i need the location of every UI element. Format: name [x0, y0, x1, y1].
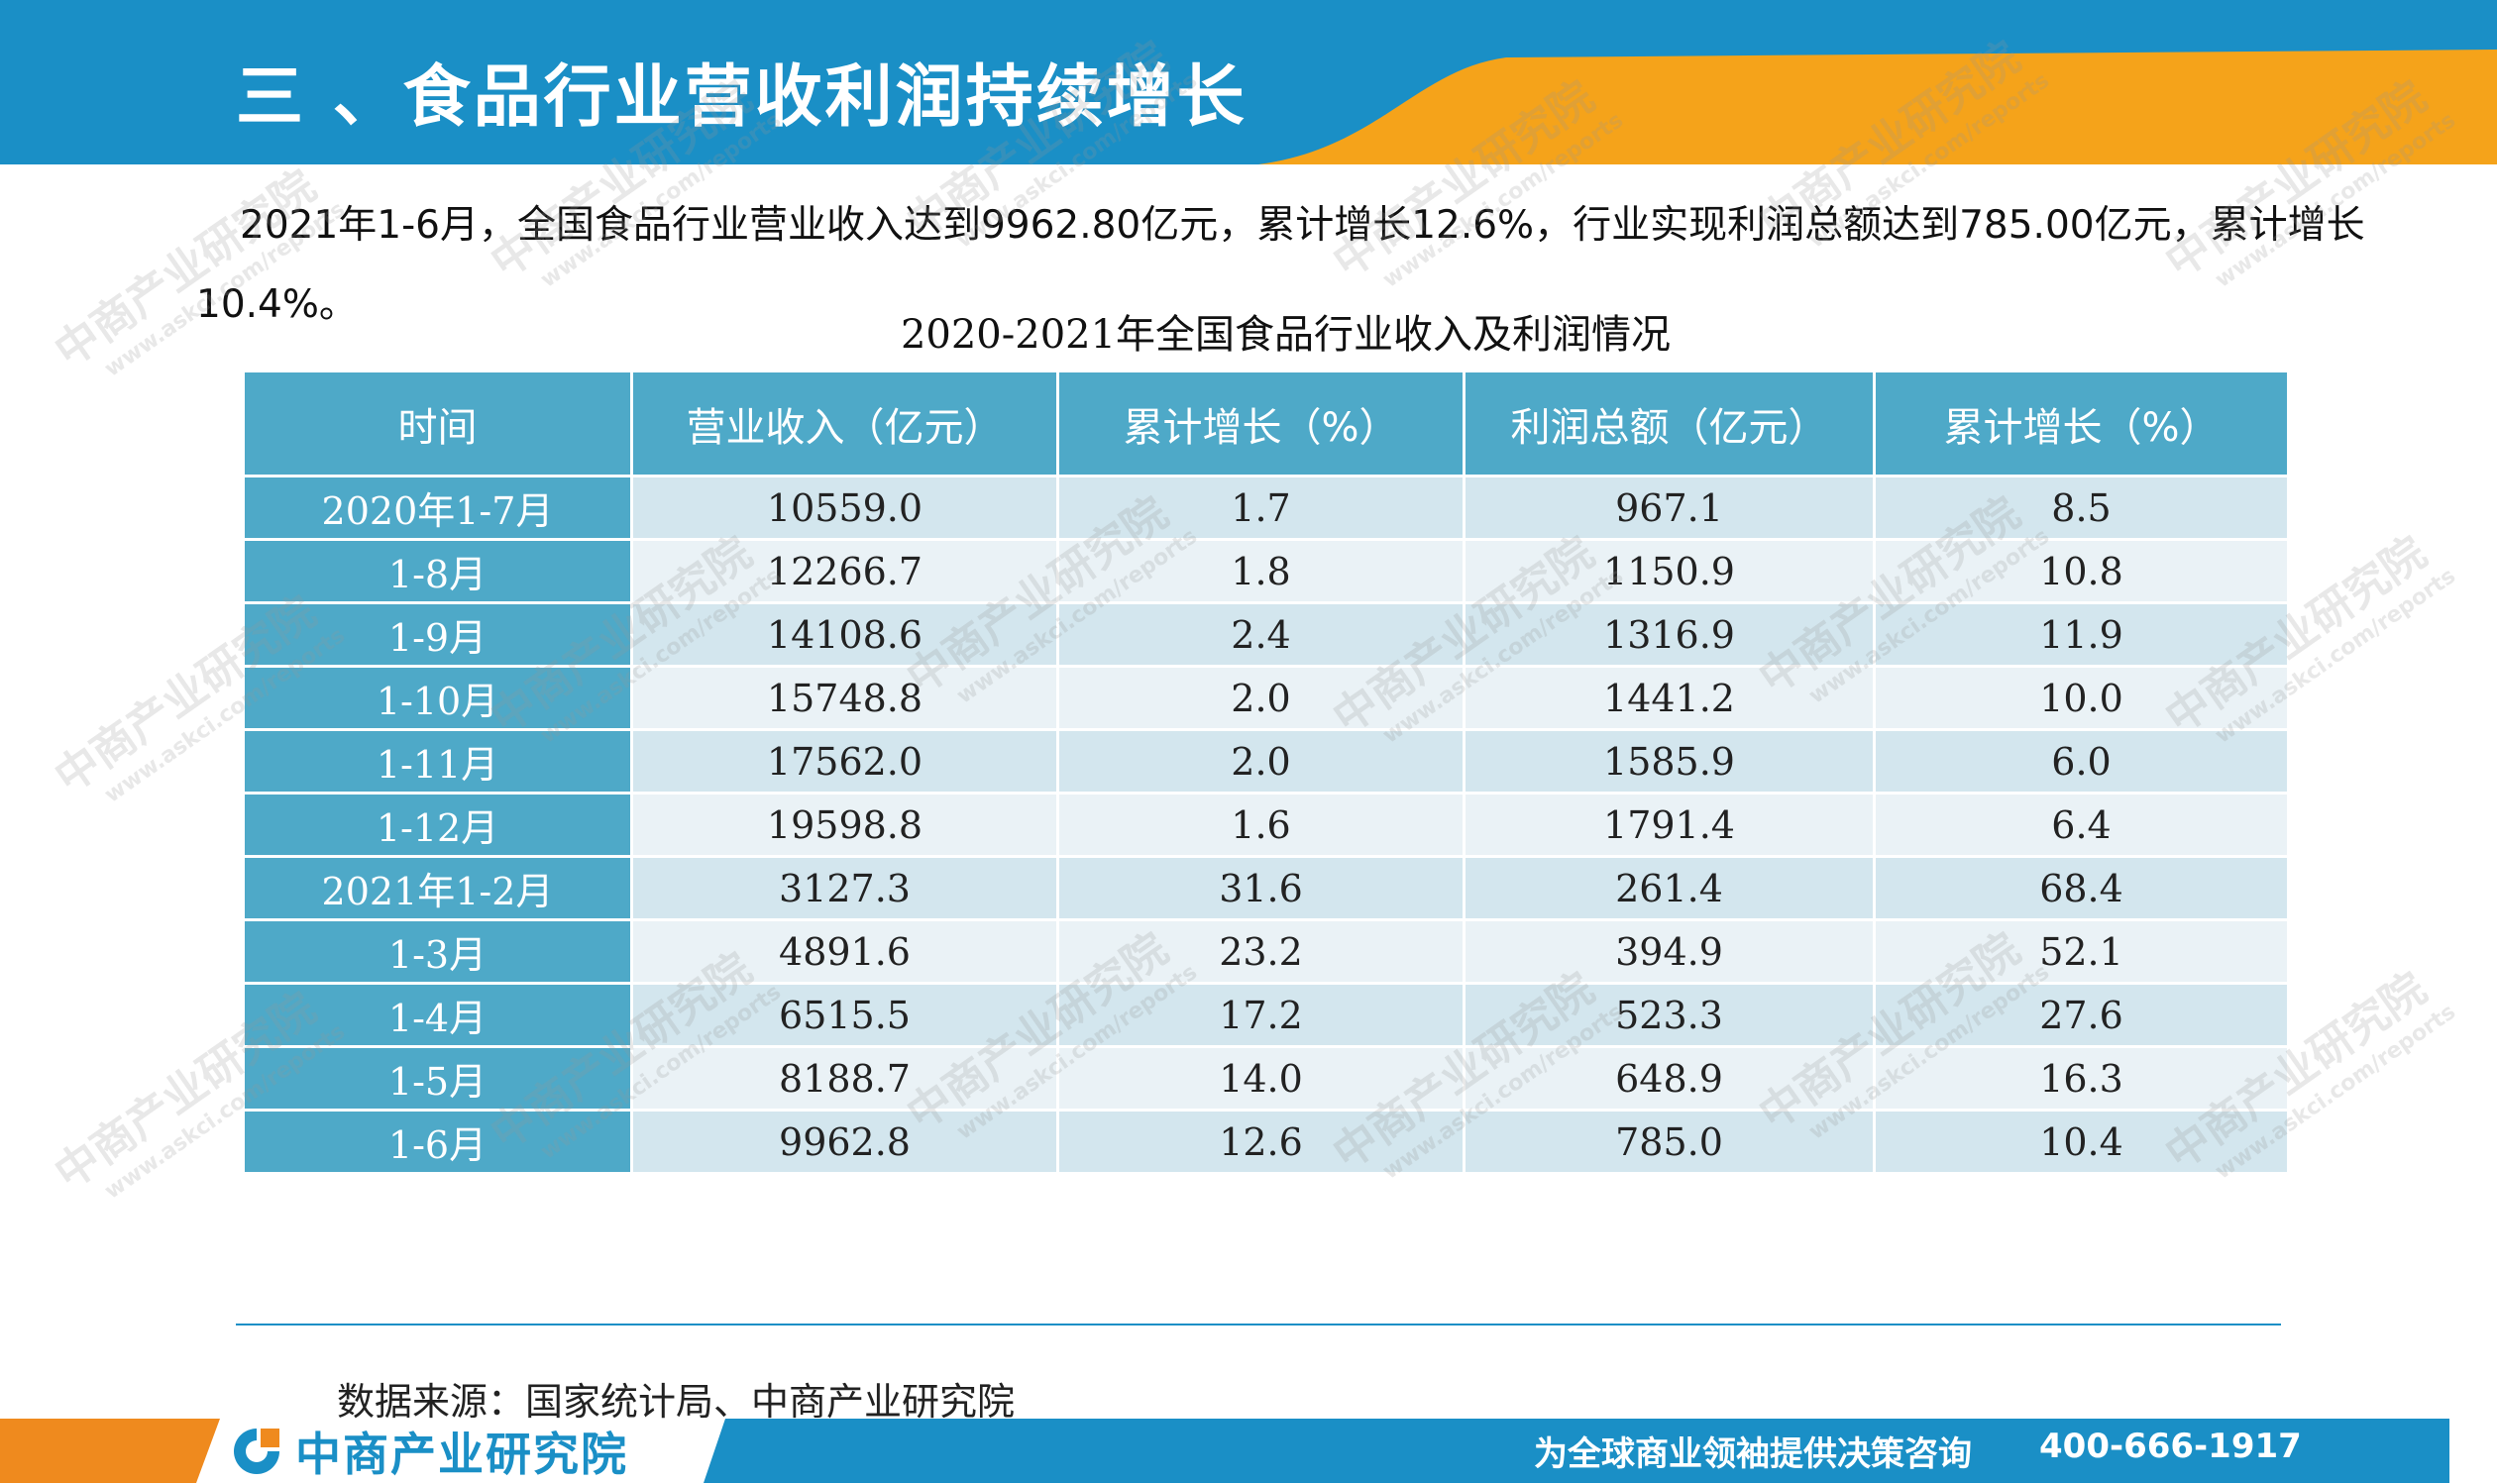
cell-profit-growth: 10.4 [1873, 1109, 2290, 1175]
cell-profit: 648.9 [1463, 1045, 1876, 1112]
cell-profit: 1316.9 [1463, 601, 1876, 668]
footer-slogan: 为全球商业领袖提供决策咨询 [1534, 1434, 1972, 1474]
header-revenue-growth: 累计增长（%） [1056, 370, 1466, 477]
cell-profit: 1791.4 [1463, 792, 1876, 858]
brand-logo-icon [234, 1429, 279, 1474]
cell-profit: 1441.2 [1463, 665, 1876, 731]
cell-revenue: 10559.0 [630, 475, 1059, 541]
cell-period: 1-9月 [242, 601, 633, 668]
cell-revenue: 15748.8 [630, 665, 1059, 731]
cell-profit-growth: 10.8 [1873, 538, 2290, 604]
cell-revenue: 19598.8 [630, 792, 1059, 858]
cell-profit: 1585.9 [1463, 728, 1876, 795]
cell-period: 1-11月 [242, 728, 633, 795]
cell-profit: 394.9 [1463, 918, 1876, 985]
cell-revenue-growth: 12.6 [1056, 1109, 1466, 1175]
cell-revenue-growth: 14.0 [1056, 1045, 1466, 1112]
table-row: 1-6月 9962.8 12.6 785.0 10.4 [242, 1109, 2290, 1175]
brand-logo-text: 中商产业研究院 [295, 1428, 628, 1481]
cell-period: 1-8月 [242, 538, 633, 604]
table-title: 2020-2021年全国食品行业收入及利润情况 [900, 312, 1672, 358]
cell-profit: 785.0 [1463, 1109, 1876, 1175]
cell-revenue: 4891.6 [630, 918, 1059, 985]
header-period: 时间 [242, 370, 633, 477]
cell-period: 1-3月 [242, 918, 633, 985]
cell-revenue-growth: 17.2 [1056, 982, 1466, 1048]
cell-revenue: 12266.7 [630, 538, 1059, 604]
cell-revenue-growth: 1.6 [1056, 792, 1466, 858]
brand-logo: 中商产业研究院 [230, 1423, 628, 1481]
table-row: 1-3月 4891.6 23.2 394.9 52.1 [242, 918, 2290, 985]
table-row: 1-12月 19598.8 1.6 1791.4 6.4 [242, 792, 2290, 858]
table-row: 1-4月 6515.5 17.2 523.3 27.6 [242, 982, 2290, 1048]
table-row: 2020年1-7月 10559.0 1.7 967.1 8.5 [242, 475, 2290, 541]
cell-revenue-growth: 1.8 [1056, 538, 1466, 604]
cell-period: 1-5月 [242, 1045, 633, 1112]
table-row: 1-5月 8188.7 14.0 648.9 16.3 [242, 1045, 2290, 1112]
page-title: 三 、食品行业营收利润持续增长 [236, 58, 1248, 137]
header-profit: 利润总额（亿元） [1463, 370, 1876, 477]
header-accent-shape [1258, 50, 2497, 164]
cell-period: 2021年1-2月 [242, 855, 633, 921]
footer-phone: 400-666-1917 [2039, 1427, 2302, 1466]
cell-profit: 261.4 [1463, 855, 1876, 921]
cell-profit-growth: 11.9 [1873, 601, 2290, 668]
cell-revenue-growth: 2.0 [1056, 728, 1466, 795]
cell-revenue: 9962.8 [630, 1109, 1059, 1175]
footer-band [0, 1419, 2449, 1483]
intro-paragraph: 2021年1-6月，全国食品行业营业收入达到9962.80亿元，累计增长12.6… [196, 203, 2365, 327]
cell-period: 1-6月 [242, 1109, 633, 1175]
cell-profit-growth: 6.4 [1873, 792, 2290, 858]
cell-revenue-growth: 2.4 [1056, 601, 1466, 668]
cell-revenue: 3127.3 [630, 855, 1059, 921]
header-revenue: 营业收入（亿元） [630, 370, 1059, 477]
cell-profit: 1150.9 [1463, 538, 1876, 604]
cell-revenue-growth: 31.6 [1056, 855, 1466, 921]
cell-revenue: 14108.6 [630, 601, 1059, 668]
cell-profit: 523.3 [1463, 982, 1876, 1048]
cell-revenue-growth: 1.7 [1056, 475, 1466, 541]
header-banner: 三 、食品行业营收利润持续增长 [0, 0, 2497, 164]
cell-revenue-growth: 2.0 [1056, 665, 1466, 731]
table-row: 1-10月 15748.8 2.0 1441.2 10.0 [242, 665, 2290, 731]
cell-profit-growth: 10.0 [1873, 665, 2290, 731]
cell-revenue-growth: 23.2 [1056, 918, 1466, 985]
cell-profit-growth: 16.3 [1873, 1045, 2290, 1112]
cell-profit-growth: 52.1 [1873, 918, 2290, 985]
cell-period: 2020年1-7月 [242, 475, 633, 541]
table-header-row: 时间 营业收入（亿元） 累计增长（%） 利润总额（亿元） 累计增长（%） [242, 370, 2290, 477]
cell-period: 1-4月 [242, 982, 633, 1048]
cell-revenue: 6515.5 [630, 982, 1059, 1048]
cell-profit: 967.1 [1463, 475, 1876, 541]
table-row: 1-8月 12266.7 1.8 1150.9 10.8 [242, 538, 2290, 604]
table-row: 2021年1-2月 3127.3 31.6 261.4 68.4 [242, 855, 2290, 921]
cell-profit-growth: 68.4 [1873, 855, 2290, 921]
data-source-note: 数据来源：国家统计局、中商产业研究院 [337, 1380, 1016, 1424]
cell-profit-growth: 6.0 [1873, 728, 2290, 795]
cell-period: 1-10月 [242, 665, 633, 731]
data-table: 时间 营业收入（亿元） 累计增长（%） 利润总额（亿元） 累计增长（%） 202… [242, 370, 2290, 1175]
header-profit-growth: 累计增长（%） [1873, 370, 2290, 477]
cell-revenue: 8188.7 [630, 1045, 1059, 1112]
cell-revenue: 17562.0 [630, 728, 1059, 795]
table-row: 1-9月 14108.6 2.4 1316.9 11.9 [242, 601, 2290, 668]
cell-profit-growth: 27.6 [1873, 982, 2290, 1048]
footer-divider [236, 1324, 2281, 1325]
cell-profit-growth: 8.5 [1873, 475, 2290, 541]
cell-period: 1-12月 [242, 792, 633, 858]
table-row: 1-11月 17562.0 2.0 1585.9 6.0 [242, 728, 2290, 795]
